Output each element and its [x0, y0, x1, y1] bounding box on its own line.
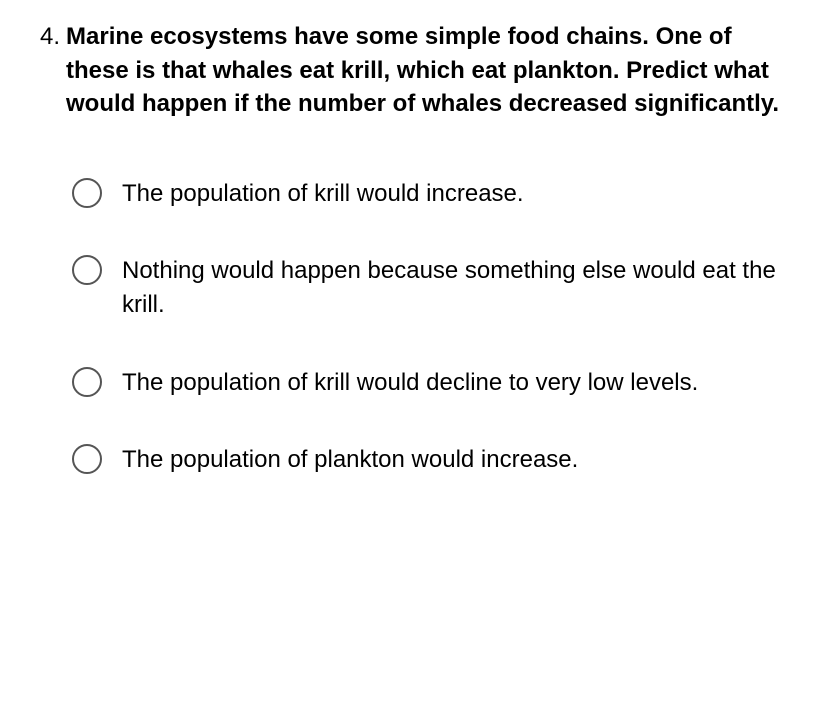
question-text: Marine ecosystems have some simple food … — [66, 20, 788, 121]
radio-icon[interactable] — [72, 178, 102, 208]
option-3[interactable]: The population of plankton would increas… — [72, 443, 788, 477]
option-text: Nothing would happen because something e… — [122, 254, 788, 321]
question-block: 4. Marine ecosystems have some simple fo… — [40, 20, 788, 121]
question-number: 4. — [40, 20, 60, 54]
option-2[interactable]: The population of krill would decline to… — [72, 366, 788, 400]
options-list: The population of krill would increase. … — [40, 177, 788, 477]
option-text: The population of krill would increase. — [122, 177, 524, 211]
radio-icon[interactable] — [72, 444, 102, 474]
option-0[interactable]: The population of krill would increase. — [72, 177, 788, 211]
option-1[interactable]: Nothing would happen because something e… — [72, 254, 788, 321]
option-text: The population of plankton would increas… — [122, 443, 578, 477]
option-text: The population of krill would decline to… — [122, 366, 698, 400]
radio-icon[interactable] — [72, 255, 102, 285]
radio-icon[interactable] — [72, 367, 102, 397]
